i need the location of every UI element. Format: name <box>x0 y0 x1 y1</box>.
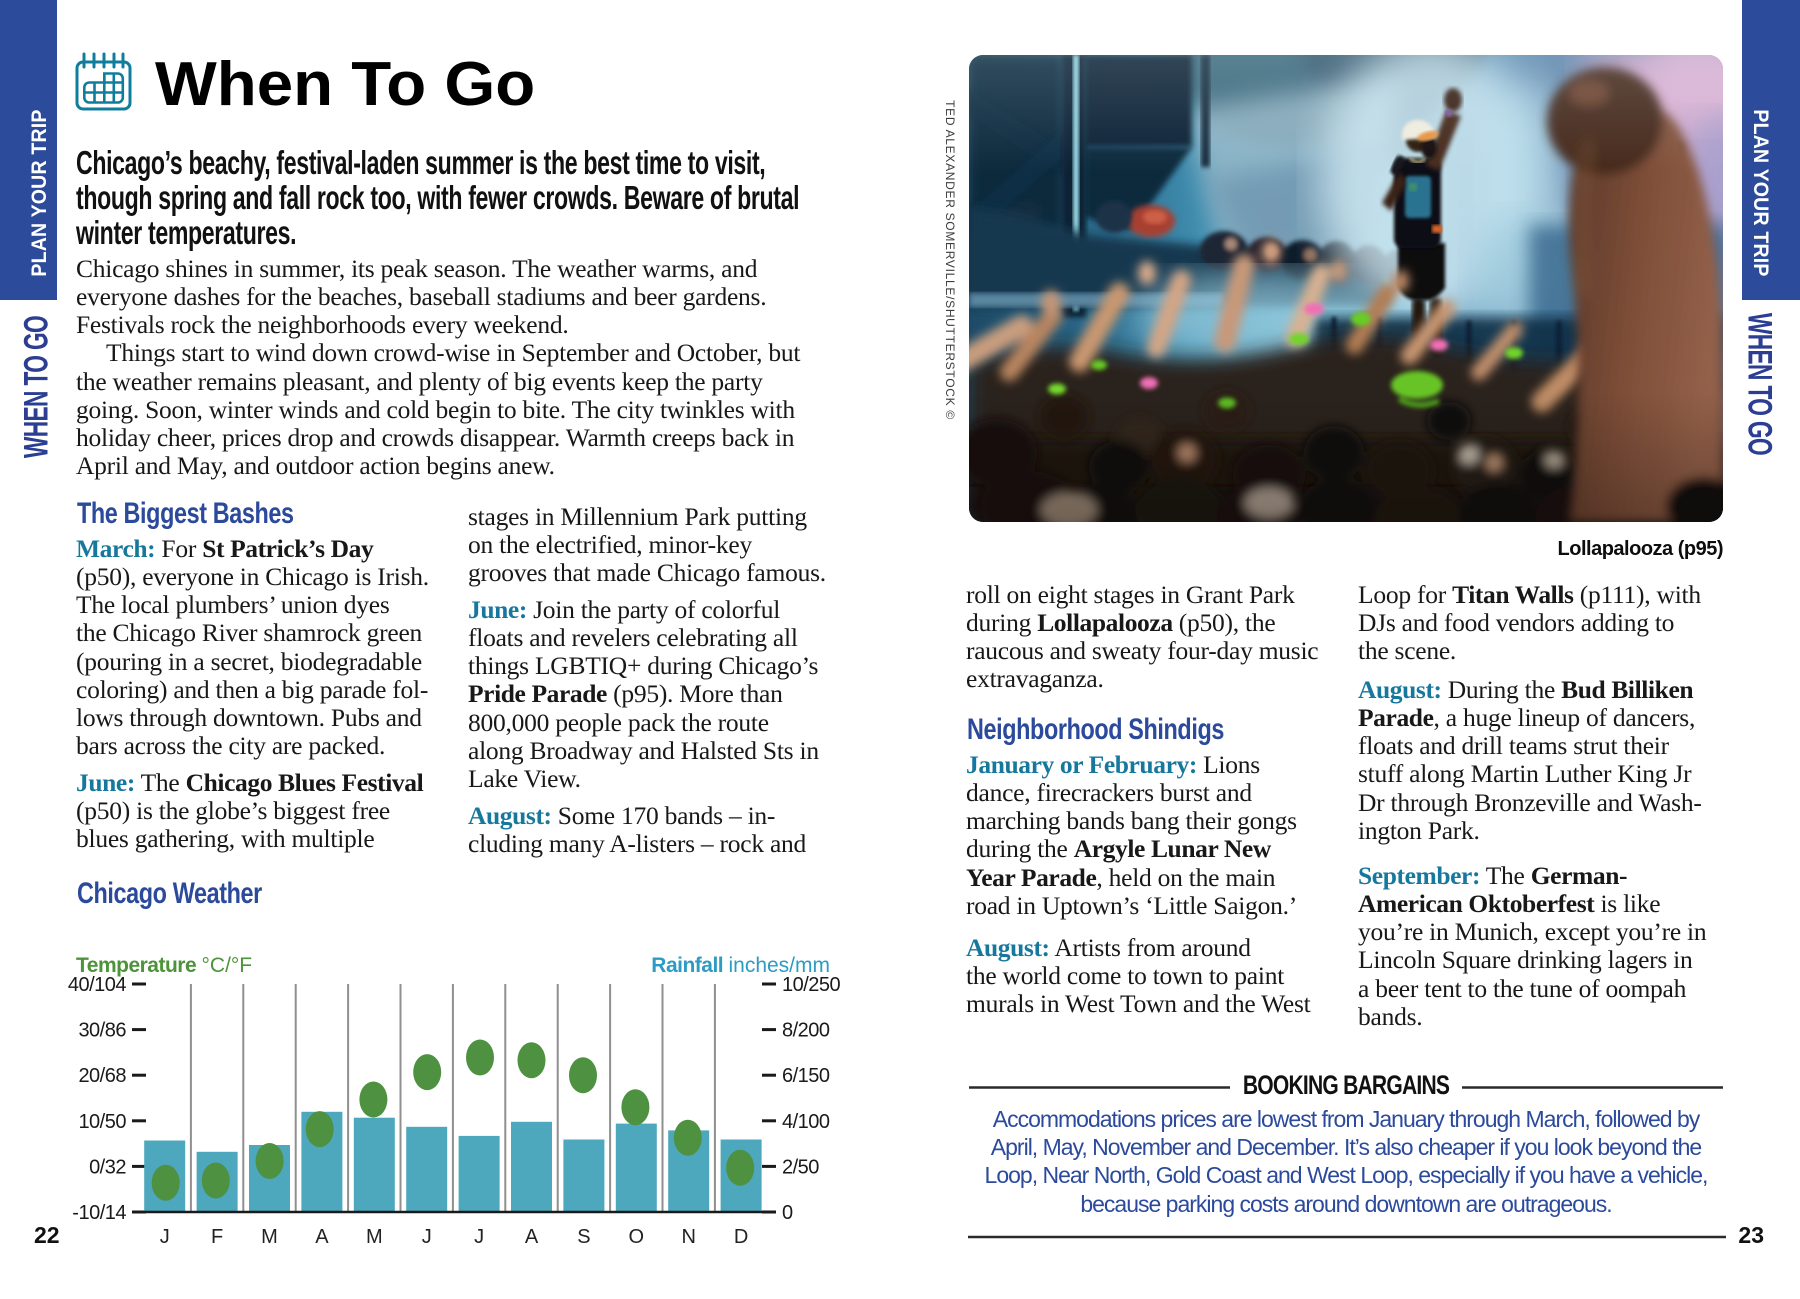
svg-text:40/104: 40/104 <box>68 974 127 996</box>
svg-text:Temperature °C/°F: Temperature °C/°F <box>76 954 252 977</box>
svg-text:4/100: 4/100 <box>782 1111 830 1133</box>
svg-text:F: F <box>211 1226 223 1248</box>
svg-text:A: A <box>315 1226 329 1248</box>
svg-text:30/86: 30/86 <box>78 1020 126 1042</box>
svg-text:-10/14: -10/14 <box>72 1202 126 1224</box>
svg-text:M: M <box>261 1226 278 1248</box>
svg-text:0/32: 0/32 <box>89 1156 126 1178</box>
svg-text:N: N <box>681 1226 695 1248</box>
svg-text:6/150: 6/150 <box>782 1065 830 1087</box>
svg-text:S: S <box>577 1226 590 1248</box>
svg-text:8/200: 8/200 <box>782 1020 830 1042</box>
svg-text:J: J <box>422 1226 432 1248</box>
svg-text:O: O <box>629 1226 645 1248</box>
svg-text:10/250: 10/250 <box>782 974 841 996</box>
svg-text:20/68: 20/68 <box>78 1065 126 1087</box>
svg-text:Rainfall inches/mm: Rainfall inches/mm <box>651 954 830 977</box>
svg-text:J: J <box>160 1226 170 1248</box>
svg-text:0: 0 <box>782 1202 793 1224</box>
svg-text:10/50: 10/50 <box>78 1111 126 1133</box>
svg-text:M: M <box>366 1226 383 1248</box>
svg-text:D: D <box>734 1226 748 1248</box>
svg-text:J: J <box>474 1226 484 1248</box>
svg-text:A: A <box>525 1226 539 1248</box>
svg-text:2/50: 2/50 <box>782 1156 819 1178</box>
